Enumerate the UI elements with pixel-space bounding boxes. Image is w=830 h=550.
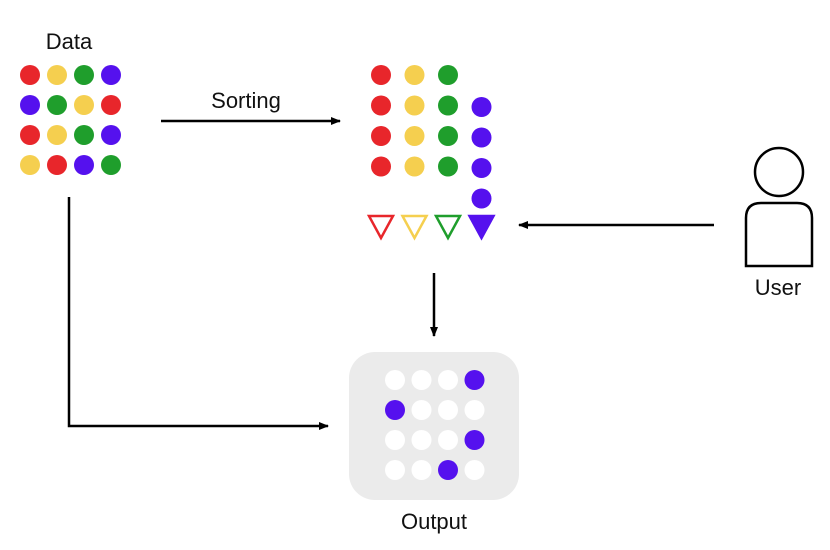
data-grid — [20, 65, 121, 175]
sorted-dot-green — [438, 65, 458, 85]
output-label: Output — [401, 509, 467, 534]
output-dot-empty — [411, 460, 432, 480]
filter-row — [366, 214, 496, 241]
output-dot-empty — [385, 370, 405, 390]
sorted-dot-purple — [471, 97, 492, 117]
data-dot-green — [101, 155, 121, 175]
sorted-dot-purple — [471, 127, 492, 148]
output-dot-purple — [464, 430, 485, 450]
filter-triangle-red — [366, 214, 396, 241]
output-dot-empty — [385, 460, 405, 480]
user-icon — [744, 146, 814, 268]
output-dot-empty — [438, 400, 458, 420]
data-dot-green — [47, 95, 67, 115]
user-label: User — [755, 275, 801, 300]
sorted-dot-red — [371, 65, 391, 85]
data-dot-green — [74, 125, 94, 145]
data-dot-green — [74, 65, 94, 85]
data-dot-red — [20, 125, 40, 145]
sorted-dot-yellow — [404, 126, 425, 146]
data-to-output-connector — [67, 197, 329, 430]
output-dot-empty — [411, 430, 432, 450]
sorted-dot-green — [438, 95, 458, 116]
data-dot-red — [101, 95, 121, 115]
sorted-dot-red — [371, 95, 391, 116]
output-dot-empty — [438, 370, 458, 390]
output-dot-purple — [438, 460, 458, 480]
output-dot-empty — [411, 370, 432, 390]
output-dot-purple — [385, 400, 405, 420]
output-dot-empty — [464, 400, 485, 420]
sorted-dot-yellow — [404, 95, 425, 116]
output-dot-empty — [438, 430, 458, 450]
data-dot-purple — [74, 155, 94, 175]
data-dot-purple — [101, 125, 121, 145]
filter-triangle-green — [433, 214, 463, 241]
output-panel — [349, 352, 519, 500]
data-dot-yellow — [47, 65, 67, 85]
sorted-dot-red — [371, 126, 391, 146]
sorted-dot-purple — [471, 158, 492, 178]
data-label: Data — [46, 29, 93, 54]
sorted-dot-green — [438, 126, 458, 146]
sorted-dot-yellow — [404, 156, 425, 177]
output-dot-empty — [464, 460, 485, 480]
sorted-dot-red — [371, 156, 391, 177]
output-dot-empty — [411, 400, 432, 420]
data-dot-yellow — [47, 125, 67, 145]
data-dot-purple — [20, 95, 40, 115]
filter-triangle-yellow — [400, 214, 429, 241]
data-dot-yellow — [20, 155, 40, 175]
filter-triangle-purple — [467, 214, 496, 241]
sorted-dot-purple — [471, 188, 492, 209]
output-dot-purple — [464, 370, 485, 390]
output-grid — [385, 370, 485, 480]
data-dot-red — [47, 155, 67, 175]
data-dot-red — [20, 65, 40, 85]
data-dot-yellow — [74, 95, 94, 115]
connectors — [67, 117, 714, 430]
output-dot-empty — [385, 430, 405, 450]
sorting-label: Sorting — [211, 88, 281, 113]
sorted-grid — [371, 65, 492, 209]
sorted-dot-green — [438, 156, 458, 177]
sorted-dot-yellow — [404, 65, 425, 85]
data-dot-purple — [101, 65, 121, 85]
